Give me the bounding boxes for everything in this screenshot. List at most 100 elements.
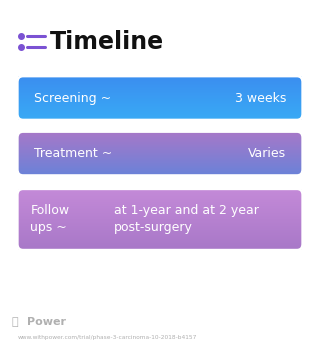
FancyBboxPatch shape: [18, 247, 302, 248]
FancyBboxPatch shape: [18, 154, 302, 155]
FancyBboxPatch shape: [18, 166, 302, 167]
FancyBboxPatch shape: [18, 101, 302, 102]
FancyBboxPatch shape: [18, 169, 302, 170]
FancyBboxPatch shape: [18, 207, 302, 208]
FancyBboxPatch shape: [18, 244, 302, 245]
FancyBboxPatch shape: [18, 246, 302, 247]
FancyBboxPatch shape: [18, 101, 302, 102]
FancyBboxPatch shape: [18, 168, 302, 169]
FancyBboxPatch shape: [18, 198, 302, 199]
FancyBboxPatch shape: [18, 163, 302, 164]
FancyBboxPatch shape: [18, 112, 302, 113]
FancyBboxPatch shape: [18, 116, 302, 117]
FancyBboxPatch shape: [18, 137, 302, 138]
FancyBboxPatch shape: [18, 198, 302, 199]
FancyBboxPatch shape: [18, 115, 302, 116]
FancyBboxPatch shape: [18, 157, 302, 158]
FancyBboxPatch shape: [18, 159, 302, 160]
FancyBboxPatch shape: [18, 201, 302, 202]
FancyBboxPatch shape: [18, 88, 302, 89]
FancyBboxPatch shape: [18, 236, 302, 237]
FancyBboxPatch shape: [18, 93, 302, 94]
FancyBboxPatch shape: [18, 209, 302, 210]
FancyBboxPatch shape: [18, 192, 302, 193]
FancyBboxPatch shape: [18, 109, 302, 110]
FancyBboxPatch shape: [18, 158, 302, 159]
FancyBboxPatch shape: [18, 98, 302, 99]
FancyBboxPatch shape: [18, 151, 302, 152]
FancyBboxPatch shape: [18, 195, 302, 196]
FancyBboxPatch shape: [18, 82, 302, 83]
FancyBboxPatch shape: [18, 143, 302, 144]
FancyBboxPatch shape: [18, 193, 302, 194]
FancyBboxPatch shape: [18, 136, 302, 137]
FancyBboxPatch shape: [18, 85, 302, 86]
FancyBboxPatch shape: [18, 102, 302, 103]
FancyBboxPatch shape: [18, 169, 302, 170]
FancyBboxPatch shape: [18, 227, 302, 228]
FancyBboxPatch shape: [18, 89, 302, 90]
FancyBboxPatch shape: [18, 98, 302, 99]
FancyBboxPatch shape: [18, 191, 302, 192]
FancyBboxPatch shape: [18, 153, 302, 154]
FancyBboxPatch shape: [18, 147, 302, 148]
FancyBboxPatch shape: [18, 141, 302, 142]
FancyBboxPatch shape: [18, 76, 302, 77]
FancyBboxPatch shape: [18, 248, 302, 249]
FancyBboxPatch shape: [18, 154, 302, 155]
FancyBboxPatch shape: [18, 97, 302, 98]
FancyBboxPatch shape: [18, 161, 302, 162]
FancyBboxPatch shape: [18, 102, 302, 103]
FancyBboxPatch shape: [18, 135, 302, 136]
FancyBboxPatch shape: [18, 218, 302, 219]
FancyBboxPatch shape: [18, 145, 302, 146]
FancyBboxPatch shape: [18, 135, 302, 136]
FancyBboxPatch shape: [18, 103, 302, 104]
FancyBboxPatch shape: [18, 147, 302, 148]
FancyBboxPatch shape: [18, 223, 302, 224]
FancyBboxPatch shape: [18, 148, 302, 149]
FancyBboxPatch shape: [18, 80, 302, 81]
FancyBboxPatch shape: [18, 78, 302, 79]
FancyBboxPatch shape: [18, 155, 302, 156]
FancyBboxPatch shape: [18, 211, 302, 212]
FancyBboxPatch shape: [18, 117, 302, 118]
FancyBboxPatch shape: [18, 147, 302, 148]
FancyBboxPatch shape: [18, 231, 302, 232]
FancyBboxPatch shape: [18, 193, 302, 194]
FancyBboxPatch shape: [18, 248, 302, 249]
FancyBboxPatch shape: [18, 189, 302, 190]
FancyBboxPatch shape: [18, 202, 302, 203]
FancyBboxPatch shape: [18, 157, 302, 158]
FancyBboxPatch shape: [18, 194, 302, 195]
FancyBboxPatch shape: [18, 168, 302, 169]
FancyBboxPatch shape: [18, 190, 302, 191]
FancyBboxPatch shape: [18, 96, 302, 97]
FancyBboxPatch shape: [18, 149, 302, 150]
Text: 3 weeks: 3 weeks: [235, 92, 286, 104]
FancyBboxPatch shape: [18, 100, 302, 101]
FancyBboxPatch shape: [18, 94, 302, 95]
FancyBboxPatch shape: [18, 174, 302, 175]
FancyBboxPatch shape: [18, 117, 302, 118]
FancyBboxPatch shape: [18, 150, 302, 151]
FancyBboxPatch shape: [18, 172, 302, 173]
FancyBboxPatch shape: [18, 171, 302, 172]
FancyBboxPatch shape: [18, 194, 302, 195]
FancyBboxPatch shape: [18, 156, 302, 157]
FancyBboxPatch shape: [18, 233, 302, 234]
FancyBboxPatch shape: [18, 234, 302, 235]
FancyBboxPatch shape: [18, 246, 302, 247]
FancyBboxPatch shape: [18, 226, 302, 227]
FancyBboxPatch shape: [18, 242, 302, 243]
FancyBboxPatch shape: [18, 155, 302, 156]
FancyBboxPatch shape: [18, 212, 302, 213]
FancyBboxPatch shape: [18, 82, 302, 83]
FancyBboxPatch shape: [18, 217, 302, 218]
FancyBboxPatch shape: [18, 146, 302, 147]
FancyBboxPatch shape: [18, 154, 302, 155]
Text: Follow
ups ~: Follow ups ~: [30, 204, 69, 235]
FancyBboxPatch shape: [18, 155, 302, 156]
FancyBboxPatch shape: [18, 137, 302, 138]
FancyBboxPatch shape: [18, 136, 302, 137]
